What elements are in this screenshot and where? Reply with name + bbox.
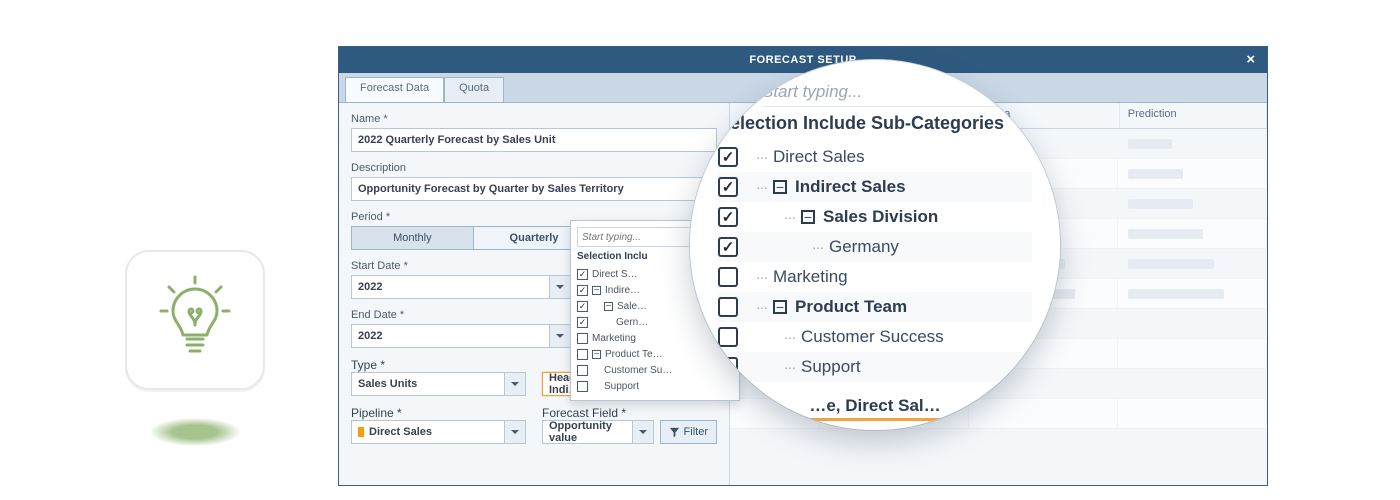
- tree-checkbox[interactable]: [577, 301, 588, 312]
- type-value: Sales Units: [358, 378, 417, 390]
- filter-label: Filter: [684, 426, 708, 438]
- tree-connector-icon: ···: [784, 359, 795, 375]
- type-dropdown[interactable]: Sales Units: [351, 372, 526, 396]
- dialog-title-bar: FORECAST SETUP ×: [339, 47, 1267, 73]
- tree-connector-icon: ···: [756, 149, 767, 165]
- lens-tree-label: Germany: [829, 237, 899, 257]
- tree-node[interactable]: Support: [577, 378, 733, 394]
- tree-checkbox[interactable]: [577, 269, 588, 280]
- end-date-value: 2022: [358, 330, 382, 342]
- tree-checkbox[interactable]: [577, 365, 588, 376]
- start-date-value: 2022: [358, 281, 382, 293]
- pipeline-label: Pipeline *: [351, 406, 526, 420]
- tree-checkbox[interactable]: [577, 317, 588, 328]
- lens-tree-node[interactable]: ··· Indirect Sales: [718, 172, 1032, 202]
- col-prediction: Prediction: [1120, 103, 1267, 128]
- tree-checkbox[interactable]: [577, 349, 588, 360]
- filter-icon: [669, 427, 680, 438]
- lens-expand-icon[interactable]: [773, 180, 787, 194]
- tree-node-label: Gern…: [616, 317, 648, 328]
- tree-connector-icon: ···: [812, 239, 823, 255]
- tree-checkbox[interactable]: [577, 333, 588, 344]
- description-label: Description: [351, 162, 717, 174]
- pipeline-dropdown[interactable]: Direct Sales: [351, 420, 526, 444]
- tree-expand-icon[interactable]: [592, 286, 601, 295]
- pipeline-color-chip: [358, 427, 364, 437]
- lens-tree-node[interactable]: ··· Support: [718, 352, 1032, 382]
- tree-expand-icon[interactable]: [592, 350, 601, 359]
- pipeline-value: Direct Sales: [369, 426, 432, 438]
- tab-forecast-data[interactable]: Forecast Data: [345, 77, 444, 102]
- lens-tree-label: Marketing: [773, 267, 848, 287]
- lens-tree-checkbox[interactable]: [718, 267, 738, 287]
- tree-node-label: Direct S…: [592, 269, 638, 280]
- lens-heading: Selection Include Sub-Categories: [718, 113, 1032, 134]
- tree-node-label: Indire…: [605, 285, 640, 296]
- lens-tree-label: Sales Division: [823, 207, 938, 227]
- lens-tree-label: Direct Sales: [773, 147, 865, 167]
- tree-checkbox[interactable]: [577, 381, 588, 392]
- lens-tree-checkbox[interactable]: [718, 237, 738, 257]
- lens-tree-node[interactable]: ··· Direct Sales: [718, 142, 1032, 172]
- lens-tree-label: Indirect Sales: [795, 177, 906, 197]
- lens-tree-node[interactable]: ··· Marketing: [718, 262, 1032, 292]
- lens-tree-label: Support: [801, 357, 861, 377]
- lens-tree-checkbox[interactable]: [718, 207, 738, 227]
- lens-tree-checkbox[interactable]: [718, 177, 738, 197]
- lens-expand-icon[interactable]: [801, 210, 815, 224]
- tab-quota[interactable]: Quota: [444, 77, 504, 102]
- lens-tree-node[interactable]: ··· Sales Division: [718, 202, 1032, 232]
- filter-button[interactable]: Filter: [660, 420, 717, 444]
- forecast-field-label: Forecast Field *: [542, 406, 717, 420]
- close-icon[interactable]: ×: [1241, 50, 1261, 70]
- lens-tree-checkbox[interactable]: [718, 297, 738, 317]
- lens-tree-node[interactable]: ··· Customer Success: [718, 322, 1032, 352]
- tree-node[interactable]: Marketing: [577, 330, 733, 346]
- tree-connector-icon: ···: [756, 299, 767, 315]
- lens-tree-node[interactable]: ··· Product Team: [718, 292, 1032, 322]
- tree-node-label: Sale…: [617, 301, 647, 312]
- lens-expand-icon[interactable]: [773, 300, 787, 314]
- tree-connector-icon: ···: [784, 329, 795, 345]
- tree-expand-icon[interactable]: [604, 302, 613, 311]
- tree-connector-icon: ···: [756, 269, 767, 285]
- lens-tree-checkbox[interactable]: [718, 147, 738, 167]
- lens-tree-label: Product Team: [795, 297, 907, 317]
- type-label: Type *: [351, 358, 526, 372]
- end-date-dropdown[interactable]: 2022: [351, 324, 571, 348]
- lens-tree-label: Customer Success: [801, 327, 944, 347]
- lightbulb-tile: [125, 250, 265, 390]
- tree-checkbox[interactable]: [577, 285, 588, 296]
- lens-tree-node[interactable]: ··· Germany: [718, 232, 1032, 262]
- forecast-field-value: Opportunity value: [549, 420, 631, 444]
- tree-node[interactable]: Customer Su…: [577, 362, 733, 378]
- tree-connector-icon: ···: [784, 209, 795, 225]
- lightbulb-illustration: [115, 250, 275, 446]
- magnifier-lens: Start typing... Selection Include Sub-Ca…: [690, 60, 1060, 430]
- tree-node-label: Product Te…: [605, 349, 663, 360]
- start-date-dropdown[interactable]: 2022: [351, 275, 571, 299]
- lightbulb-shadow: [150, 418, 240, 446]
- tree-node[interactable]: Product Te…: [577, 346, 733, 362]
- name-label: Name *: [351, 113, 717, 125]
- lightbulb-icon: [157, 275, 233, 365]
- name-input[interactable]: [351, 128, 717, 152]
- tree-node-label: Customer Su…: [604, 365, 672, 376]
- description-input[interactable]: [351, 177, 717, 201]
- tree-node-label: Marketing: [592, 333, 636, 344]
- period-option-monthly[interactable]: Monthly: [352, 227, 474, 249]
- tree-connector-icon: ···: [756, 179, 767, 195]
- lens-tree-checkbox[interactable]: [718, 327, 738, 347]
- forecast-field-dropdown[interactable]: Opportunity value: [542, 420, 654, 444]
- tree-node-label: Support: [604, 381, 639, 392]
